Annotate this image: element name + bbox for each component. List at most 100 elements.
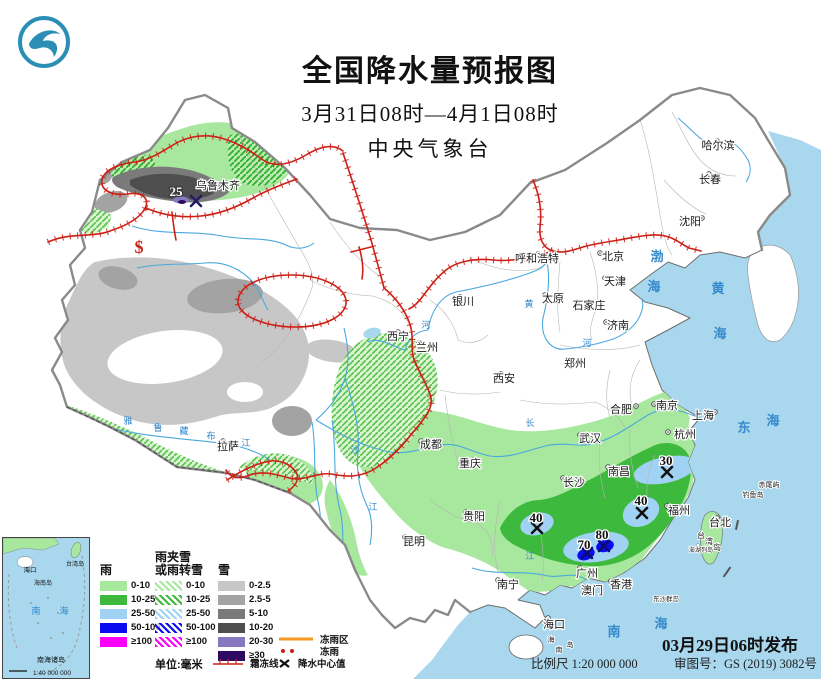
snow-hole — [107, 330, 223, 384]
city-dot-core — [708, 173, 710, 175]
precip-center-30: 30 — [658, 452, 674, 479]
legend: 雨 0-10 10-25 25-50 50-100 ≥100 雨夹雪 或雨转雪 0-10 10-2… — [92, 543, 448, 677]
city-dot-core — [666, 505, 668, 507]
island-label: 台 — [697, 530, 705, 540]
legend-swatch-rain-≥100 — [155, 636, 182, 647]
page-title: 全国降水量预报图 — [302, 55, 558, 88]
city-dot-core — [418, 342, 420, 344]
disputed-border-dashed — [66, 406, 291, 494]
legend-row: ≥30 — [218, 650, 273, 661]
legend-column-0: 雨 0-10 10-25 25-50 50-100 ≥100 — [100, 543, 161, 647]
orange-line-icon — [279, 637, 313, 641]
legend-value-label: ≥100 — [131, 636, 153, 647]
city-dot-core — [607, 466, 609, 468]
x-marker-icon — [580, 546, 594, 560]
legend-row: 10-25 — [100, 594, 161, 605]
river-label-char: 藏 — [179, 425, 188, 436]
sea-label-char: 东 — [737, 420, 750, 435]
city-天津: 天津 — [602, 274, 627, 289]
legend-value-label: 25-50 — [186, 608, 211, 619]
island-label: 岛 — [713, 542, 721, 552]
legend-row: 50-100 — [155, 622, 216, 633]
city-dot-core — [465, 511, 467, 513]
snow-region-2.5-5-b — [272, 406, 312, 436]
province-borders — [237, 111, 737, 583]
city-沈阳: 沈阳 — [678, 213, 705, 229]
city-label: 南昌 — [608, 465, 630, 478]
city-dot-core — [566, 359, 568, 361]
city-杭州: 杭州 — [665, 426, 697, 442]
city-dot-core — [537, 253, 539, 255]
x-marker-icon — [189, 194, 203, 208]
city-西宁: 西宁 — [386, 328, 410, 344]
city-dot-core — [604, 277, 606, 279]
legend-swatch-snow-5-10 — [218, 608, 245, 619]
qinghai-lake — [363, 327, 381, 339]
legend-freezing-rain: 冻雨 — [278, 644, 339, 658]
map-approval-number: 审图号：GS (2019) 3082号 — [674, 657, 818, 671]
island-label: 澎湖列岛 — [689, 546, 713, 554]
city-dot-core — [500, 373, 502, 375]
inset-label: 海南岛 — [34, 579, 52, 587]
legend-label-frost-line: 霜冻线 — [250, 659, 279, 670]
taiwan-island — [700, 511, 723, 565]
city-台北: 台北 — [708, 514, 732, 530]
city-南宁: 南宁 — [495, 576, 520, 592]
rain-cell-40w — [520, 512, 554, 536]
precip-center-markers: 25 30 40 40 70 80 — [168, 183, 674, 560]
city-银川: 银川 — [451, 293, 475, 309]
map-symbol: $ — [135, 237, 144, 257]
city-成都: 成都 — [418, 437, 443, 452]
city-dot-core — [610, 580, 612, 582]
inset-hainan — [16, 556, 34, 568]
misc-map-symbols: $ — [135, 237, 144, 257]
river-label-char: 雅 — [123, 415, 132, 426]
city-重庆: 重庆 — [458, 455, 482, 471]
city-label: 哈尔滨 — [702, 138, 735, 152]
legend-column-title: 雨夹雪 或雨转雪 — [155, 550, 204, 577]
city-label: 乌鲁木齐 — [196, 178, 240, 192]
city-dot-core — [714, 411, 716, 413]
city-label: 合肥 — [610, 402, 632, 416]
city-拉萨: 拉萨 — [216, 438, 240, 454]
snow-region-urumqi-30 — [178, 200, 186, 204]
legend-row: 10-20 — [218, 622, 273, 633]
river-label-char: 黄 — [524, 298, 533, 309]
city-label: 呼和浩特 — [515, 251, 559, 265]
sea-label-char: 渤 — [650, 249, 663, 264]
legend-label-freezing-area: 冻雨区 — [320, 635, 349, 646]
river-label-char: 河 — [421, 319, 430, 330]
legend-row: 10-25 — [155, 594, 216, 605]
legend-swatch-snow-10-20 — [218, 622, 245, 633]
city-dot-core — [473, 459, 475, 461]
city-dot-core — [579, 567, 581, 569]
legend-swatch-rain-10-25 — [100, 594, 127, 605]
snow-region-urumqi-10-20 — [130, 173, 214, 200]
city-label: 太原 — [542, 292, 564, 305]
legend-freezing-rain-area: 冻雨区 — [278, 632, 349, 646]
legend-row: 5-10 — [218, 608, 273, 619]
snow-hole-2 — [227, 382, 263, 402]
sea-label-char: 黄 — [711, 281, 724, 296]
island-label: 东沙群岛 — [653, 594, 679, 603]
city-长春: 长春 — [698, 171, 722, 187]
city-label: 上海 — [692, 408, 714, 422]
precip-center-value: 80 — [596, 527, 609, 542]
legend-column-title: 雪 — [218, 563, 231, 577]
city-dot-core — [667, 431, 669, 433]
city-dot-core — [547, 617, 549, 619]
sea-labels: 渤海 黄海东 海南海 — [607, 249, 779, 639]
river-label-char: 鲁 — [153, 422, 162, 433]
legend-swatch-rain-50-100 — [155, 622, 182, 633]
island-label: 钓鱼岛 — [743, 490, 764, 499]
city-label: 福州 — [668, 503, 690, 517]
red-dots-icon — [281, 649, 294, 653]
legend-value-label: 20-30 — [249, 636, 274, 647]
city-label: 西安 — [493, 371, 515, 385]
city-dot-core — [497, 579, 499, 581]
legend-value-label: 0-10 — [186, 580, 206, 591]
city-label: 广州 — [576, 567, 598, 580]
